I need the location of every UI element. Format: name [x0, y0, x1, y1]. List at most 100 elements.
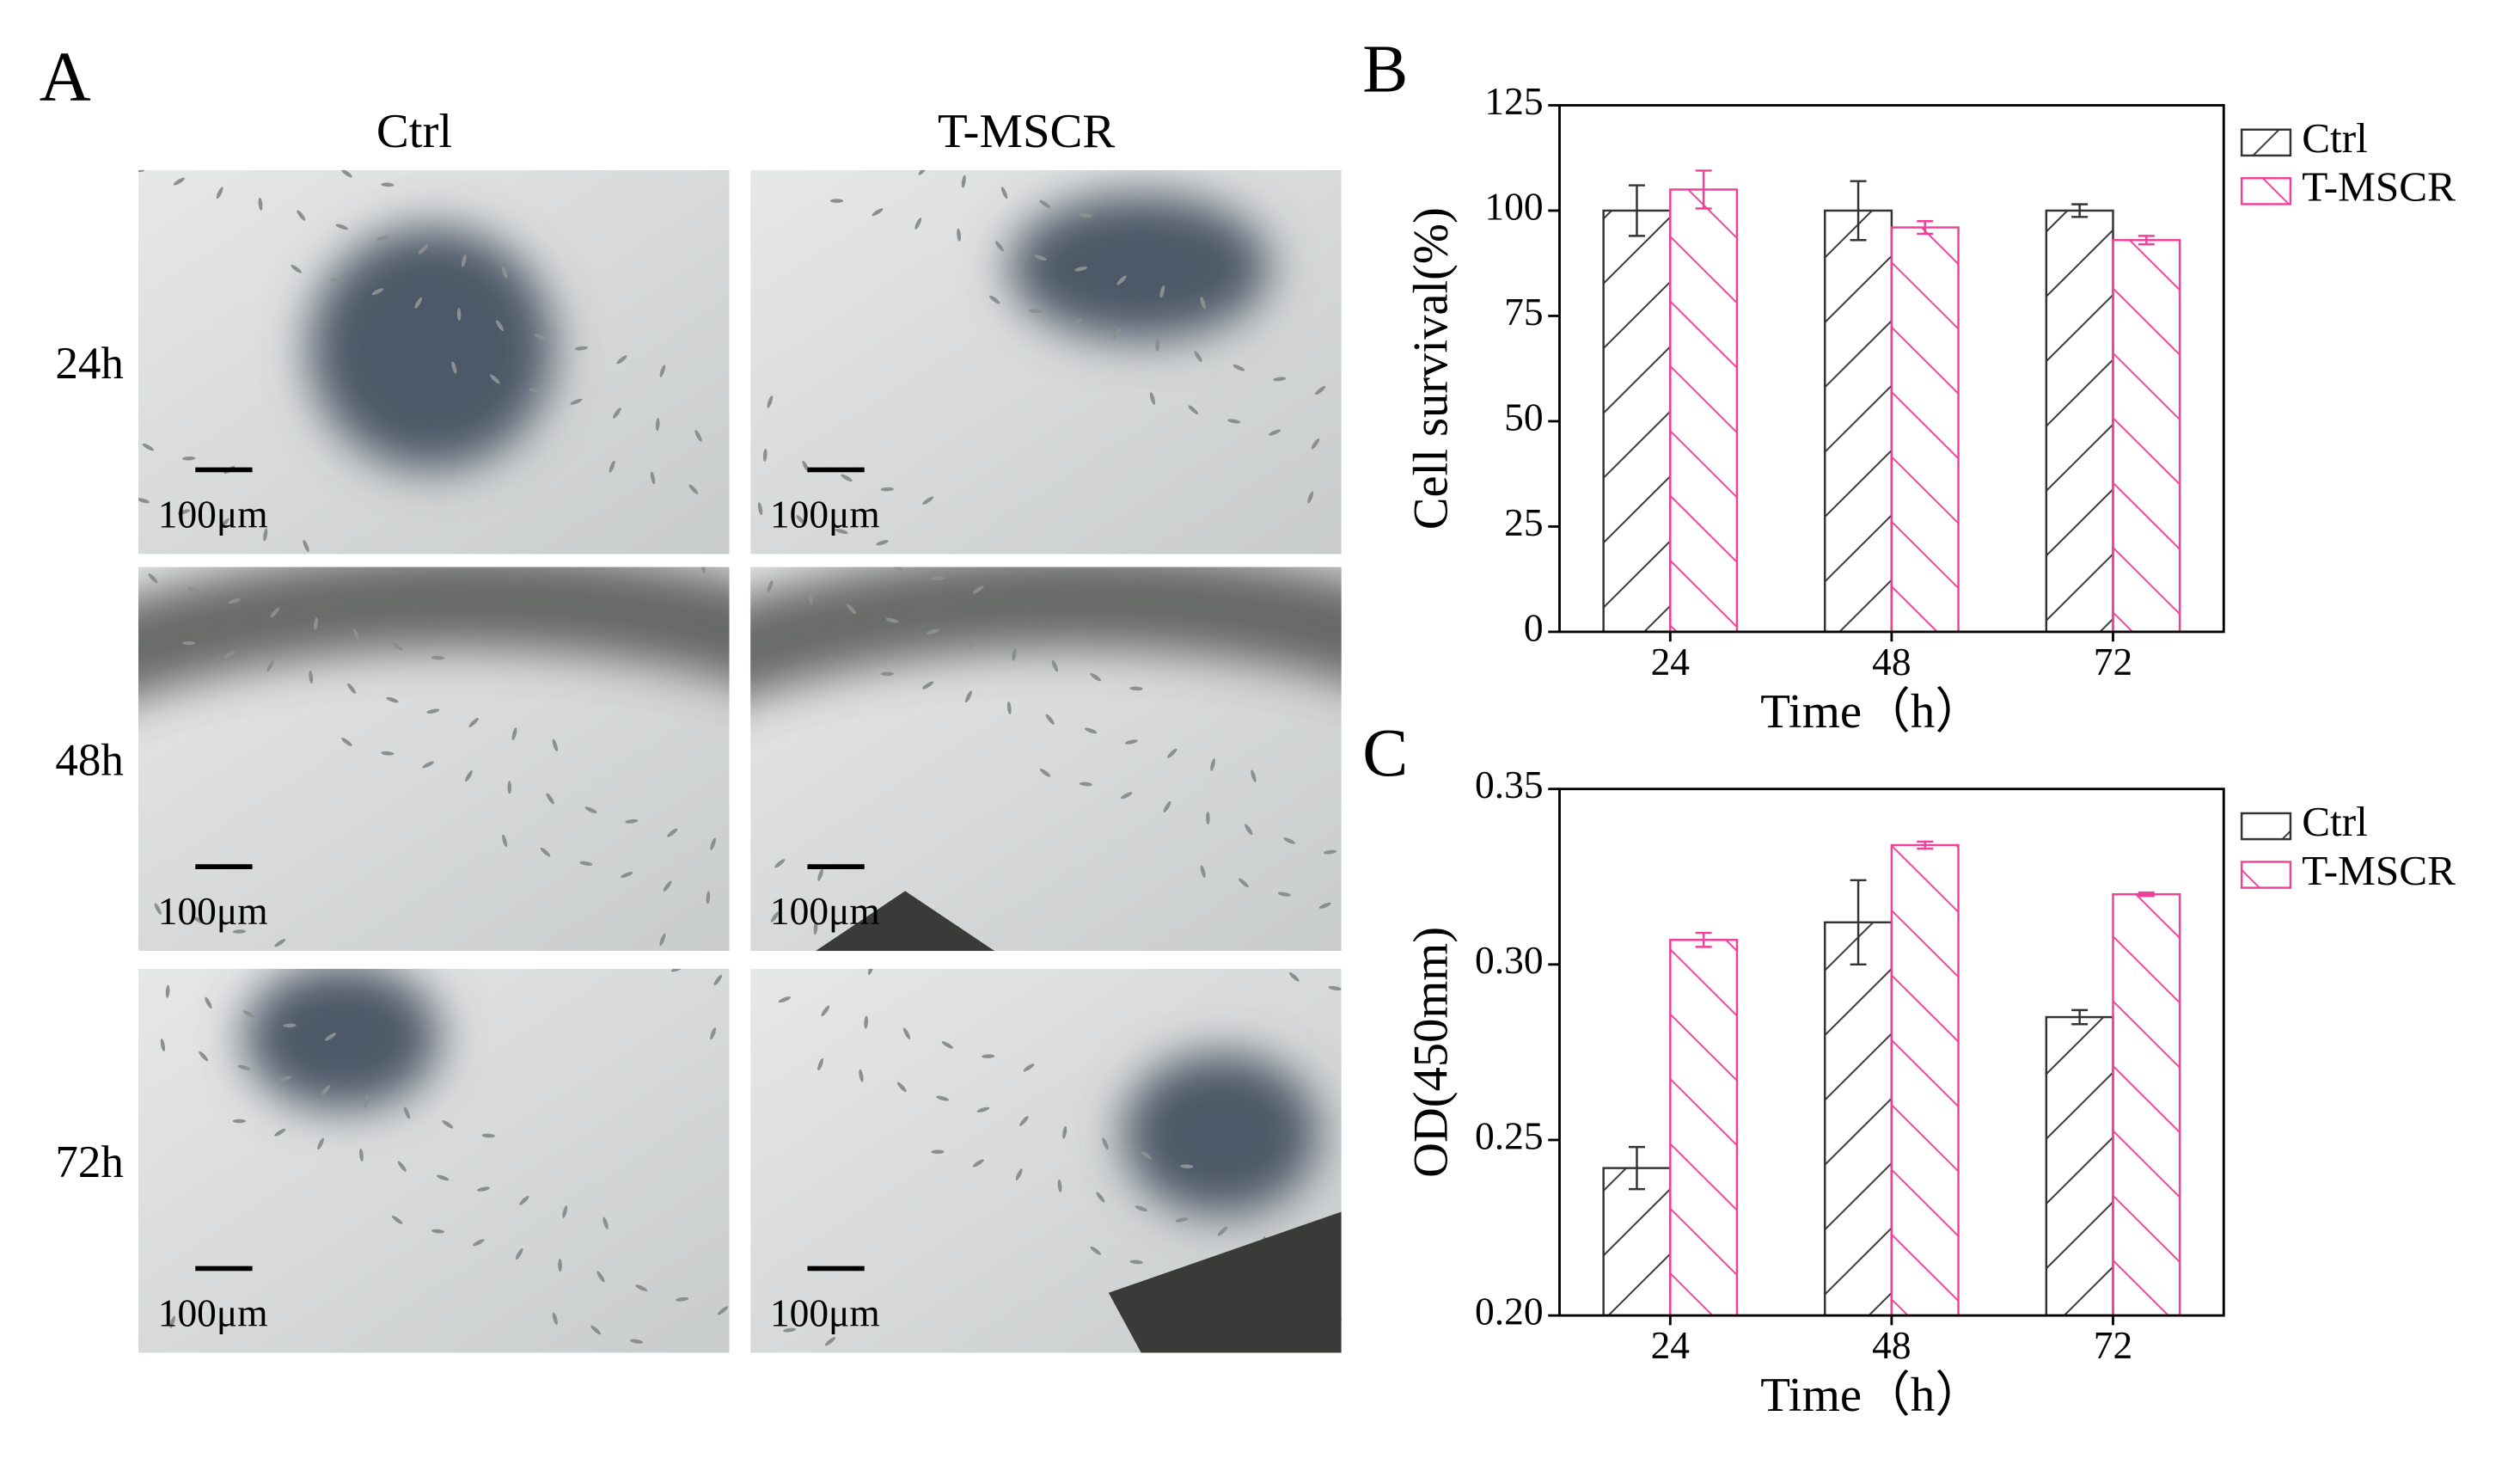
legend-label: T-MSCR: [2302, 847, 2456, 894]
legend-swatch: [2240, 177, 2292, 205]
micrograph: [750, 968, 1342, 1353]
cell: [481, 1133, 495, 1138]
cell: [297, 210, 306, 221]
error-bar: [2138, 235, 2155, 246]
cell: [872, 208, 884, 217]
x-axis-title: Time（h）: [1760, 1369, 1984, 1422]
cell: [1288, 971, 1300, 982]
cell: [325, 1033, 336, 1041]
cell: [994, 241, 1004, 252]
y-tick-label: 0.25: [1475, 1114, 1544, 1157]
cell: [625, 818, 639, 824]
cell: [169, 1315, 176, 1328]
cell: [142, 443, 155, 451]
cell: [1079, 781, 1092, 787]
cell: [1180, 1164, 1194, 1169]
cell: [552, 739, 559, 752]
cell: [501, 266, 508, 279]
cell: [1251, 769, 1257, 782]
cell: [1090, 672, 1102, 682]
cell: [783, 1327, 797, 1333]
cell: [667, 828, 678, 837]
cell: [1268, 429, 1281, 436]
cell: [969, 638, 978, 648]
bar: [2045, 209, 2114, 634]
legend-label: Ctrl: [2302, 114, 2368, 162]
cell: [1273, 377, 1287, 382]
cell: [461, 254, 467, 267]
cell: [1112, 328, 1121, 340]
cell: [391, 1216, 403, 1224]
cell: [418, 244, 429, 254]
cell: [767, 580, 774, 593]
cell: [1129, 686, 1143, 691]
micrograph: [138, 567, 730, 952]
cell: [796, 515, 806, 525]
cell: [534, 334, 547, 340]
cell: [309, 671, 314, 684]
image-blob: [309, 226, 554, 470]
plot-frame: [1558, 788, 2225, 1317]
cell: [347, 683, 357, 694]
cell: [1124, 739, 1138, 745]
row-label: 72h: [55, 1137, 124, 1187]
y-tick-label: 0.20: [1475, 1290, 1544, 1333]
cell: [1217, 1226, 1228, 1236]
cell: [876, 540, 889, 546]
cell: [465, 770, 473, 782]
cell: [468, 717, 479, 727]
cell: [177, 509, 191, 515]
cell: [1029, 309, 1043, 314]
cell: [813, 922, 818, 935]
cell: [381, 751, 395, 756]
cell: [767, 395, 774, 408]
cell: [397, 1161, 407, 1172]
cell: [688, 484, 699, 494]
cell: [965, 690, 972, 703]
cell: [590, 1325, 602, 1335]
cell: [562, 1205, 568, 1218]
cell: [655, 418, 660, 432]
cell: [1323, 849, 1336, 855]
cell: [650, 471, 656, 485]
y-axis-title: OD(450mm): [1404, 927, 1458, 1178]
cell: [706, 891, 711, 904]
cell: [278, 1076, 291, 1082]
scale-bar-label: 100μm: [158, 493, 268, 536]
error-bar: [1629, 184, 1645, 237]
scale-bar-label: 100μm: [770, 493, 880, 536]
cell: [817, 1057, 824, 1071]
cell: [1039, 199, 1051, 209]
cell: [880, 487, 894, 492]
cell: [713, 974, 723, 986]
cell: [182, 456, 196, 461]
cell: [199, 1051, 209, 1062]
bar: [1824, 921, 1893, 1317]
cell: [1315, 386, 1326, 395]
cell: [1311, 438, 1320, 450]
cell: [1102, 1137, 1109, 1150]
error-bar: [2071, 203, 2089, 218]
panel-label: C: [1362, 715, 1408, 791]
cell: [1277, 892, 1291, 897]
cell: [165, 984, 170, 998]
error-bar: [1850, 879, 1867, 966]
legend-label: Ctrl: [2302, 798, 2368, 845]
row-label: 48h: [55, 736, 124, 786]
y-tick-label: 0.30: [1475, 939, 1544, 982]
cell: [613, 408, 621, 419]
scale-bar-label: 100μm: [158, 1291, 268, 1334]
cell: [529, 388, 542, 393]
cell: [808, 591, 813, 604]
cell: [922, 496, 934, 505]
cell: [330, 278, 344, 283]
cell: [477, 1186, 490, 1192]
cell: [216, 187, 223, 199]
cell: [1070, 319, 1082, 326]
cell: [717, 1306, 729, 1315]
cell: [770, 911, 780, 922]
x-tick-label: 24: [1651, 1324, 1690, 1367]
cell: [1015, 1168, 1023, 1181]
cell: [341, 738, 352, 746]
legend-swatch: [2240, 128, 2292, 157]
